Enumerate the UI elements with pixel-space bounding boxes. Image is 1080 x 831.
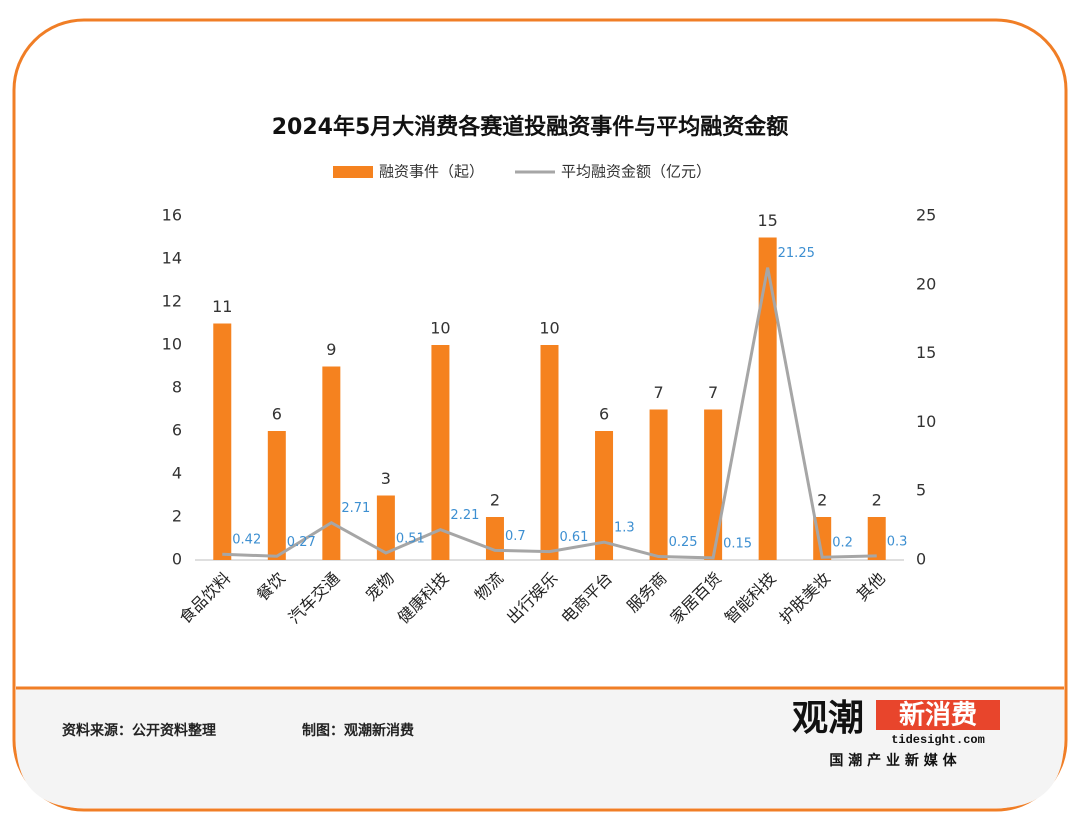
footer-credit: 制图：观潮新消费 (302, 722, 414, 739)
line-value-label: 2.21 (450, 508, 479, 523)
y-tick-label: 14 (162, 249, 182, 268)
chart-title: 2024年5月大消费各赛道投融资事件与平均融资金额 (272, 114, 789, 140)
line-value-label: 0.7 (505, 529, 526, 544)
bar-value-label: 2 (490, 491, 500, 510)
line-value-label: 0.3 (887, 534, 908, 549)
y-tick-label: 4 (172, 464, 182, 483)
bar-value-label: 15 (757, 211, 777, 230)
bar (213, 323, 232, 560)
y2-tick-label: 25 (916, 206, 936, 225)
line-value-label: 0.2 (832, 536, 853, 551)
footer-source: 资料来源：公开资料整理 (62, 722, 216, 739)
line-value-label: 0.15 (723, 536, 752, 551)
line-value-label: 0.42 (232, 533, 261, 548)
footer-panel (16, 688, 1064, 808)
legend-label: 平均融资金额（亿元） (561, 163, 711, 181)
bar (322, 366, 341, 560)
bar (867, 517, 886, 560)
bar-value-label: 3 (381, 469, 391, 488)
bar-value-label: 9 (326, 340, 336, 359)
bar-value-label: 10 (539, 319, 559, 338)
bar-value-label: 11 (212, 297, 232, 316)
bar-value-label: 2 (817, 491, 827, 510)
line (222, 267, 877, 560)
logo-box (876, 700, 1000, 730)
bar (431, 345, 450, 560)
line-value-label: 0.27 (287, 535, 316, 550)
line-value-label: 1.3 (614, 521, 635, 536)
legend-label: 融资事件（起） (379, 163, 484, 181)
logo-slogan: 国 潮 产 业 新 媒 体 (829, 752, 957, 769)
bar (540, 345, 559, 560)
bar-value-label: 7 (653, 383, 663, 402)
bar (267, 431, 286, 560)
y-tick-label: 0 (172, 550, 182, 569)
y2-tick-label: 5 (916, 481, 926, 500)
line-value-label: 0.25 (669, 535, 698, 550)
y2-tick-label: 20 (916, 274, 936, 293)
y-tick-label: 16 (162, 206, 182, 225)
y-tick-label: 6 (172, 421, 182, 440)
bar (376, 495, 395, 560)
frame (12, 18, 1068, 812)
legend-swatch (333, 166, 373, 178)
bar (649, 409, 668, 560)
line-value-label: 0.51 (396, 531, 425, 546)
bar (758, 237, 777, 560)
line-value-label: 0.61 (560, 530, 589, 545)
line-value-label: 21.25 (778, 246, 815, 261)
bar-value-label: 2 (872, 491, 882, 510)
line-value-label: 2.71 (341, 501, 370, 516)
bar-value-label: 7 (708, 383, 718, 402)
bar-value-label: 6 (272, 405, 282, 424)
y-tick-label: 8 (172, 378, 182, 397)
logo-highlight: 新消费 (899, 700, 977, 731)
y-tick-label: 12 (162, 292, 182, 311)
y2-tick-label: 10 (916, 412, 936, 431)
bar (595, 431, 614, 560)
y2-tick-label: 0 (916, 550, 926, 569)
y-tick-label: 2 (172, 507, 182, 526)
bar-value-label: 10 (430, 319, 450, 338)
logo-brand: 观潮 (792, 698, 864, 739)
bar-value-label: 6 (599, 405, 609, 424)
y-tick-label: 10 (162, 335, 182, 354)
logo-site: tidesight.com (891, 733, 985, 747)
bar (485, 517, 504, 560)
y2-tick-label: 15 (916, 343, 936, 362)
bar (704, 409, 723, 560)
